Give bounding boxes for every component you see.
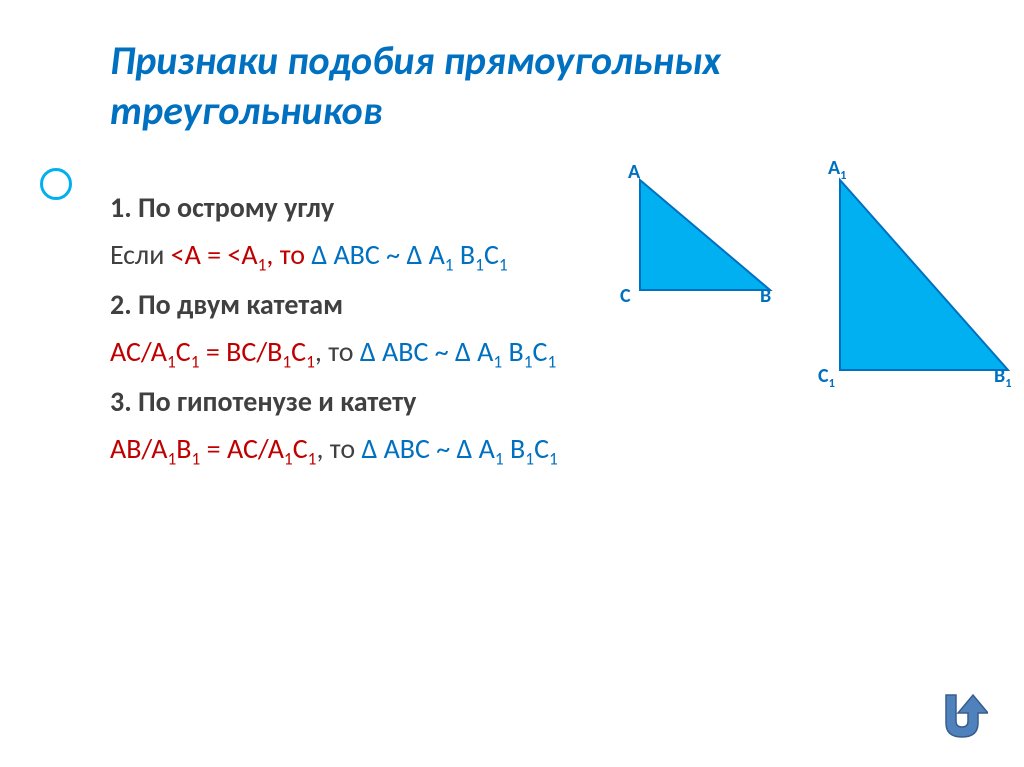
c2-l3: = BC/B (200, 334, 283, 369)
criterion-2-text: AC/A1C1 = BC/B1C1, то Δ ABC ~ Δ A1 B1C1 (110, 330, 870, 376)
if-word: Если (110, 237, 171, 272)
c3-l2: B (176, 431, 191, 466)
criterion-1-conclusion: Δ ABC ~ Δ A1 B1C1 (311, 237, 507, 272)
c3-l4: C (293, 431, 308, 466)
c2-concl: Δ ABC ~ Δ A (360, 334, 493, 369)
c3-cs1: 1 (495, 448, 504, 470)
c2-l2: C (176, 334, 191, 369)
c1-cond: <A = <A (171, 237, 258, 272)
c1-concl: Δ ABC ~ Δ A (311, 237, 444, 272)
c2-s3: 1 (282, 351, 291, 373)
criterion-3-conclusion: Δ ABC ~ Δ A1 B1C1 (361, 431, 557, 466)
slide-title: Признаки подобия прямоугольных треугольн… (110, 36, 972, 136)
criterion-3-text: AB/A1B1 = AC/A1C1, то Δ ABC ~ Δ A1 B1C1 (110, 427, 870, 473)
c3-cs3: 1 (549, 448, 558, 470)
criterion-2-heading: 2. По двум катетам (110, 283, 870, 326)
home-icon[interactable] (936, 689, 988, 745)
lblB1s: 1 (1005, 376, 1011, 391)
criterion-1-text: Если <A = <A1, то Δ ABC ~ Δ A1 B1C1 (110, 233, 870, 279)
c1-cond-tail: , то (266, 237, 305, 272)
c3-l3: = AC/A (200, 431, 284, 466)
criterion-1-condition: <A = <A1, то (171, 237, 305, 272)
lblA1: A (828, 156, 840, 180)
slide: Признаки подобия прямоугольных треугольн… (0, 0, 1024, 767)
label-B-small: B (760, 284, 771, 308)
criterion-2-conclusion: Δ ABC ~ Δ A1 B1C1 (360, 334, 556, 369)
c2-cs3: 1 (547, 351, 556, 373)
criterion-3-heading: 3. По гипотенузе и катету (110, 380, 870, 423)
c3-cs2: 1 (525, 448, 534, 470)
sub-1d: 1 (499, 254, 508, 276)
c2-cs2: 1 (524, 351, 533, 373)
lblB1: B (994, 364, 1005, 388)
c1-bt2: C (484, 237, 499, 272)
lblC1: C (818, 364, 829, 388)
lblA1s: 1 (840, 168, 846, 183)
c3-ct2: C (534, 431, 549, 466)
sub-1c: 1 (475, 254, 484, 276)
c2-cs1: 1 (493, 351, 502, 373)
label-A1-large: A1 (828, 156, 846, 183)
c2-ct2: C (533, 334, 548, 369)
label-C-small: C (620, 284, 631, 308)
decorative-ring (40, 168, 72, 200)
sub-1b: 1 (445, 254, 454, 276)
label-B1-large: B1 (994, 364, 1012, 391)
c1-bt1: B (454, 237, 476, 272)
label-A-small: A (628, 160, 640, 184)
c2-l4: C (291, 334, 306, 369)
criterion-3-condition: AB/A1B1 = AC/A1C1 (110, 431, 316, 466)
c2-ct1: B (502, 334, 524, 369)
c2-s2: 1 (191, 351, 200, 373)
c3-comma: , то (316, 431, 355, 466)
c2-l1: AC/A (110, 334, 167, 369)
c3-concl: Δ ABC ~ Δ A (361, 431, 494, 466)
label-C1-large: C1 (818, 364, 835, 391)
c3-s3: 1 (284, 448, 293, 470)
c3-s1: 1 (167, 448, 176, 470)
criterion-2-condition: AC/A1C1 = BC/B1C1 (110, 334, 315, 369)
c2-s1: 1 (167, 351, 176, 373)
c3-ct1: B (504, 431, 526, 466)
criterion-1-heading: 1. По острому углу (110, 186, 870, 229)
lblC1s: 1 (829, 376, 835, 391)
c2-comma: , то (315, 334, 360, 369)
c3-l1: AB/A (110, 431, 167, 466)
content-body: 1. По острому углу Если <A = <A1, то Δ A… (110, 186, 870, 473)
c2-s4: 1 (306, 351, 315, 373)
